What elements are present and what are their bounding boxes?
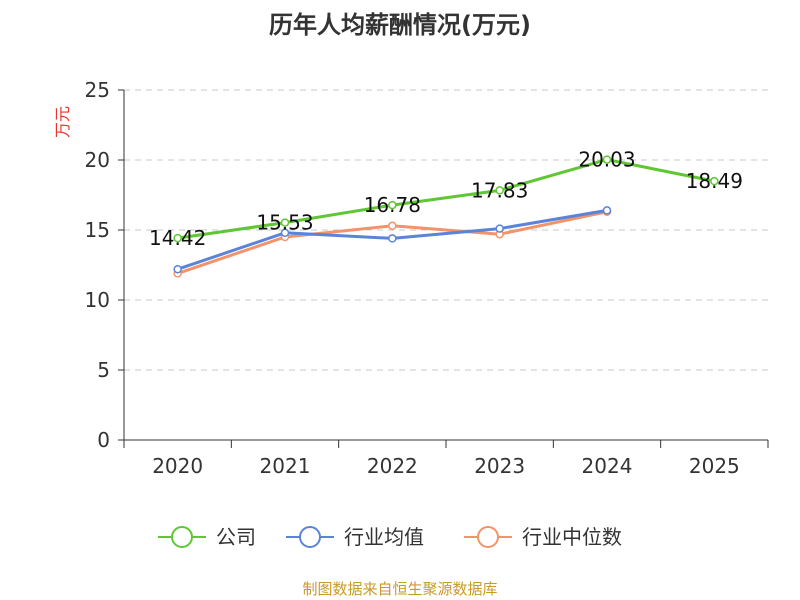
- legend-label: 行业中位数: [522, 525, 622, 549]
- x-tick-label: 2025: [689, 454, 740, 478]
- y-tick-label: 25: [85, 78, 110, 102]
- legend-label: 公司: [216, 525, 256, 549]
- data-label: 15.53: [256, 211, 313, 235]
- source-note: 制图数据来自恒生聚源数据库: [302, 580, 497, 598]
- legend-label: 行业均值: [344, 525, 424, 549]
- data-point: [388, 200, 397, 210]
- data-point: [388, 221, 397, 231]
- data-point: [280, 228, 290, 238]
- legend-marker: [299, 526, 321, 548]
- data-point: [495, 224, 504, 233]
- data-point: [602, 155, 612, 164]
- data-point: [602, 206, 612, 215]
- legend-marker: [477, 526, 499, 548]
- x-tick-label: 2024: [582, 454, 633, 478]
- x-tick-label: 2022: [367, 454, 418, 478]
- data-label: 17.83: [471, 178, 528, 202]
- y-tick-label: 0: [97, 428, 110, 452]
- y-tick-label: 10: [85, 288, 110, 312]
- legend-item-1[interactable]: 行业均值: [286, 525, 424, 549]
- y-tick-label: 20: [85, 148, 110, 172]
- data-point: [710, 176, 719, 186]
- data-labels: 14.42 15.53 16.78 17.83 20.03 18.49: [149, 148, 743, 251]
- series-line-0: [177, 158, 715, 240]
- legend-marker: [171, 526, 193, 548]
- data-point: [173, 264, 182, 274]
- y-axis-label: 万元: [53, 106, 72, 138]
- data-label: 18.49: [686, 169, 743, 193]
- data-label: 20.03: [578, 148, 635, 172]
- series: [173, 155, 719, 278]
- data-point: [173, 233, 182, 243]
- x-tick-label: 2021: [260, 454, 311, 478]
- x-tick-label: 2023: [474, 454, 525, 478]
- legend-item-2[interactable]: 行业中位数: [464, 525, 622, 549]
- data-point: [280, 218, 290, 227]
- data-point: [495, 186, 504, 195]
- x-tick-label: 2020: [152, 454, 203, 478]
- data-label: 16.78: [364, 193, 421, 217]
- y-tick-label: 5: [97, 358, 110, 382]
- data-label: 14.42: [149, 226, 206, 250]
- chart-title: 历年人均薪酬情况(万元): [269, 11, 531, 39]
- y-tick-label: 15: [85, 218, 110, 242]
- data-point: [388, 234, 397, 243]
- legend-item-0[interactable]: 公司: [158, 525, 256, 549]
- legend[interactable]: 公司 行业均值 行业中位数: [158, 525, 622, 549]
